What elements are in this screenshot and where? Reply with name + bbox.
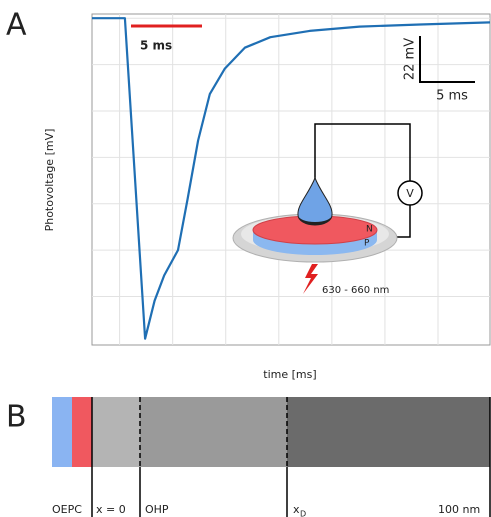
region-label: OEPC: [52, 503, 82, 516]
region-label: x: [293, 503, 300, 516]
meter-label: V: [406, 187, 414, 200]
panel-label: B: [6, 400, 27, 435]
region-subscript: D: [300, 510, 306, 517]
region-label: OHP: [145, 503, 169, 516]
layer-diagram: [52, 397, 491, 517]
plot-frame: [91, 13, 491, 346]
panel-label: A: [6, 8, 27, 43]
scale-bar-label: 22 mV: [403, 38, 418, 80]
region-label: 100 nm: [438, 503, 480, 516]
region-label: x = 0: [96, 503, 126, 516]
grid: [92, 14, 490, 345]
y-axis-label: Photovoltage [mV]: [43, 129, 56, 232]
wavelength-label: 630 - 660 nm: [322, 285, 389, 296]
scale-bar-label: 5 ms: [436, 89, 468, 104]
inset-diagram: [232, 123, 423, 294]
data-line: [92, 17, 491, 340]
scale-bar-label: 5 ms: [140, 39, 172, 53]
scale-bar: [419, 36, 475, 83]
inset-label: P: [364, 239, 370, 249]
inset-label: N: [366, 225, 373, 235]
x-axis-label: time [ms]: [263, 368, 316, 381]
